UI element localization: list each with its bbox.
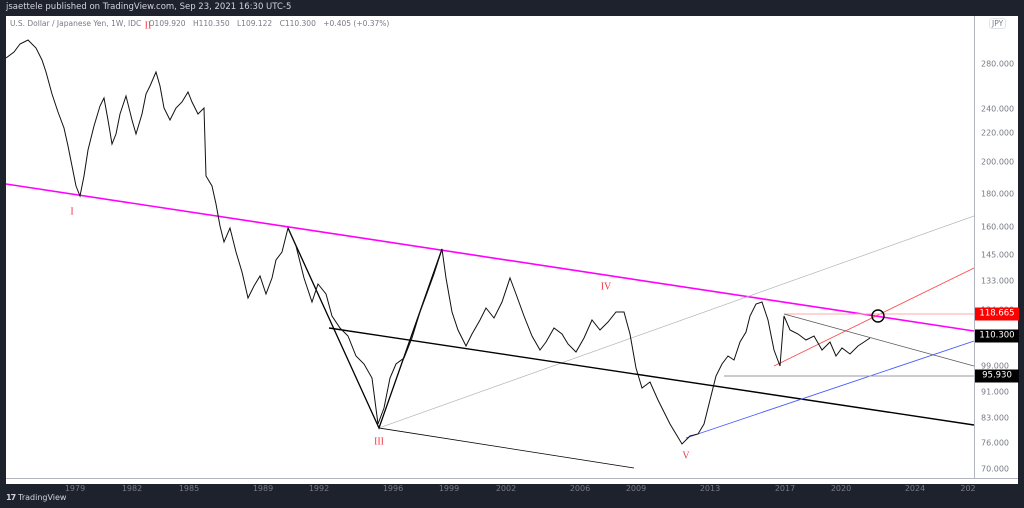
tradingview-logo-icon: 𝟭𝟳 <box>6 493 16 502</box>
target-circle-marker[interactable] <box>871 309 885 323</box>
wave-label-1: I <box>70 206 74 218</box>
price-tick: 133.000 <box>981 276 1015 286</box>
time-axis[interactable]: 1979 1982 1985 1989 1992 1996 1999 2002 … <box>6 478 1018 499</box>
wave-zigzag[interactable] <box>287 227 443 430</box>
time-tick: 2006 <box>569 484 591 493</box>
time-tick: 1996 <box>382 484 404 493</box>
price-tick: 200.000 <box>981 157 1015 167</box>
price-tick: 91.000 <box>981 387 1009 397</box>
wave-label-4: IV <box>600 281 612 293</box>
brand-name: TradingView <box>18 493 67 502</box>
price-tick: 280.000 <box>981 59 1015 69</box>
tradingview-branding[interactable]: 𝟭𝟳 TradingView <box>6 493 66 502</box>
price-tick: 145.000 <box>981 250 1015 260</box>
price-tick: 160.000 <box>981 222 1015 232</box>
wave-label-3: III <box>374 436 384 448</box>
red-rising-line[interactable] <box>773 267 974 367</box>
price-tick: 83.000 <box>981 413 1009 423</box>
time-tick: 2002 <box>495 484 517 493</box>
symbol-name: U.S. Dollar / Japanese Yen, 1W, IDC <box>10 19 142 28</box>
time-tick: 1982 <box>121 484 143 493</box>
symbol-legend: U.S. Dollar / Japanese Yen, 1W, IDC O109… <box>10 19 394 28</box>
magenta-trendline[interactable] <box>6 183 974 332</box>
chart-canvas[interactable] <box>6 16 974 478</box>
price-tick: 70.000 <box>981 464 1009 474</box>
time-tick: 1992 <box>308 484 330 493</box>
black-channel-line[interactable] <box>328 327 974 426</box>
price-tick: 99.000 <box>981 361 1009 371</box>
wave-label-2: II <box>144 20 152 32</box>
time-tick: 2013 <box>699 484 721 493</box>
change-value: +0.405 (+0.37%) <box>323 19 390 28</box>
low-value: L109.122 <box>237 19 273 28</box>
price-series <box>6 39 871 445</box>
price-tag-red: 118.665 <box>975 307 1019 321</box>
price-tag-current: 110.300 <box>975 329 1019 343</box>
time-tick: 1985 <box>178 484 200 493</box>
price-tick: 240.000 <box>981 104 1015 114</box>
time-tick: 1989 <box>252 484 274 493</box>
time-tick: 2024 <box>904 484 926 493</box>
gray-descending-line[interactable] <box>783 313 974 367</box>
publish-info: jsaettele published on TradingView.com, … <box>6 2 292 12</box>
price-tick: 76.000 <box>981 438 1009 448</box>
chart-frame[interactable]: U.S. Dollar / Japanese Yen, 1W, IDC O109… <box>6 16 1019 493</box>
wave-label-5: V <box>682 450 690 462</box>
gray-diagonal-line[interactable] <box>378 215 974 429</box>
high-value: H110.350 <box>192 19 230 28</box>
black-lower-line[interactable] <box>378 427 635 469</box>
blue-support-line[interactable] <box>685 340 974 439</box>
price-tick: 180.000 <box>981 189 1015 199</box>
open-value: O109.920 <box>148 19 186 28</box>
close-value: C110.300 <box>279 19 316 28</box>
time-tick: 2020 <box>830 484 852 493</box>
time-tick: 1979 <box>64 484 86 493</box>
time-tick: 2017 <box>774 484 796 493</box>
price-tick: 220.000 <box>981 128 1015 138</box>
price-axis[interactable]: JPY 280.000 240.000 220.000 200.000 180.… <box>974 16 1019 478</box>
time-tick: 2009 <box>625 484 647 493</box>
currency-badge[interactable]: JPY <box>989 18 1007 29</box>
time-tick: 1999 <box>438 484 460 493</box>
time-tick: 202 <box>960 484 976 493</box>
price-tag-support: 95.930 <box>975 369 1019 383</box>
